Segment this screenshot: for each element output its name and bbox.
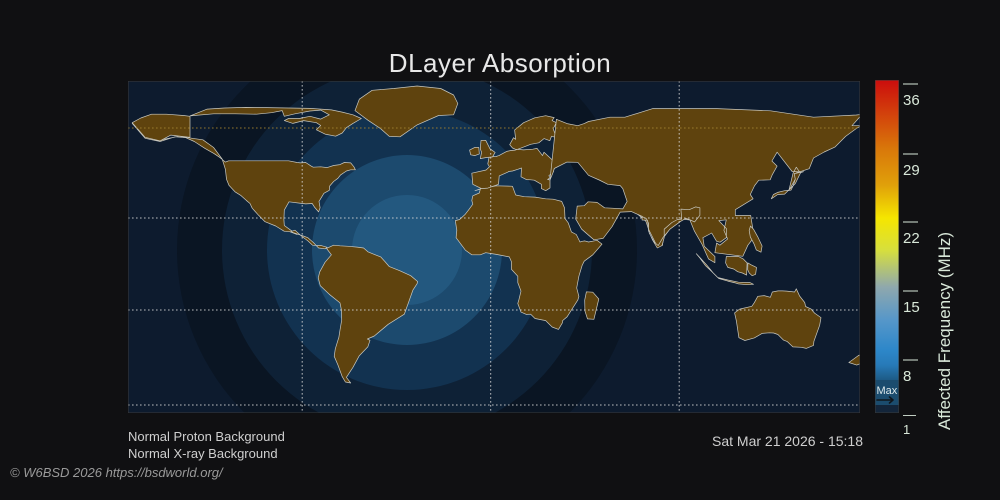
svg-text:Max: Max [877,385,898,397]
